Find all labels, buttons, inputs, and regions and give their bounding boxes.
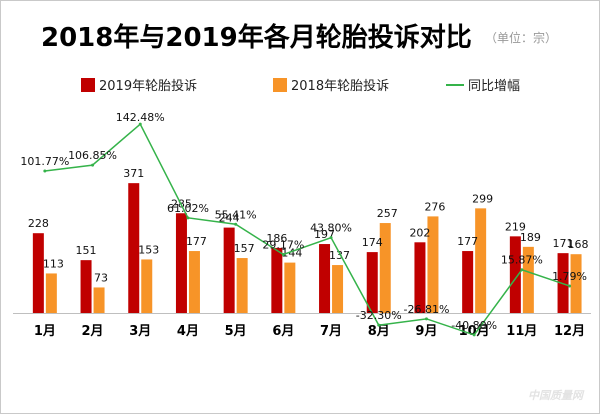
legend-label-2018: 2018年轮胎投诉 [291,79,390,94]
growth-label-7: 43.80% [310,222,352,235]
bar-2018-4 [188,251,200,313]
data-label-2018-8: 257 [377,207,398,220]
growth-label-6: 29.17% [262,238,304,251]
legend-line-growth [446,84,464,86]
x-tick-label-3: 3月 [129,324,151,339]
legend-swatch-2018 [273,78,287,92]
data-label-2019-6: 186 [266,232,287,245]
watermark-logo: 中国质量网 [528,389,583,402]
x-tick-label-11: 11月 [506,324,537,339]
bar-2018-11 [522,246,534,313]
growth-label-11: 15.87% [501,254,543,267]
growth-point-2 [91,163,95,167]
bar-2019-4 [175,213,187,313]
bar-2018-12 [570,254,582,313]
legend-swatch-2019 [81,78,95,92]
bar-2019-3 [128,183,140,313]
bar-2018-7 [332,265,344,313]
data-label-2018-10: 299 [472,192,493,205]
legend-label-2019: 2019年轮胎投诉 [99,79,198,94]
bar-2018-2 [93,287,105,313]
x-tick-label-8: 8月 [368,324,390,339]
data-label-2018-2: 73 [94,271,108,284]
bar-2018-10 [475,208,487,313]
data-label-2018-12: 168 [568,238,589,251]
data-label-2019-12: 171 [553,237,574,250]
data-label-2018-11: 189 [520,231,541,244]
x-tick-label-2: 2月 [82,324,104,339]
legend-label-growth: 同比增幅 [468,79,521,94]
growth-point-6 [281,252,285,256]
x-tick-label-4: 4月 [177,324,199,339]
growth-point-5 [234,222,238,226]
bar-2018-5 [236,258,248,313]
legend-item-2018: 2018年轮胎投诉 [273,75,389,94]
chart-title: 2018年与2019年各月轮胎投诉对比 [41,23,472,53]
growth-point-3 [138,122,142,126]
bar-2018-6 [284,262,296,313]
growth-label-10: -40.80% [451,319,497,332]
growth-line [44,122,570,336]
growth-label-4: 61.02% [167,202,209,215]
data-label-2019-9: 202 [409,226,430,239]
growth-point-4 [186,216,190,220]
x-tick-label-10: 10月 [459,324,490,339]
bar-2019-5 [223,227,235,313]
data-label-2019-1: 228 [28,217,49,230]
data-label-2019-3: 371 [123,167,144,180]
x-tick-label-6: 6月 [272,324,294,339]
data-label-2018-3: 153 [138,243,159,256]
x-tick-label-1: 1月 [34,324,56,339]
x-tick-label-7: 7月 [320,324,342,339]
data-label-2018-5: 157 [234,242,255,255]
growth-point-11 [520,268,524,272]
data-label-2018-1: 113 [43,257,64,270]
growth-label-9: -26.81% [403,303,449,316]
legend-item-2019: 2019年轮胎投诉 [81,75,197,94]
data-label-2018-4: 177 [186,235,207,248]
bar-2019-6 [271,247,283,313]
x-tick-label-9: 9月 [415,324,437,339]
growth-point-7 [329,236,333,240]
data-label-2019-8: 174 [362,236,383,249]
data-label-2018-7: 137 [329,249,350,262]
data-label-2019-5: 244 [219,212,240,225]
growth-point-12 [568,284,572,288]
bar-2019-2 [80,260,92,313]
data-label-2018-9: 276 [424,200,445,213]
growth-point-9 [424,317,428,321]
x-tick-label-5: 5月 [225,324,247,339]
growth-point-1 [43,169,47,173]
bar-2018-9 [427,216,439,313]
bar-2019-9 [414,242,426,313]
bar-2019-8 [366,252,378,313]
bar-2018-8 [379,223,391,313]
growth-point-8 [377,323,381,327]
bar-2018-1 [45,273,57,313]
bar-2019-11 [509,236,521,313]
bar-2019-7 [319,244,331,313]
growth-point-10 [472,333,476,337]
growth-label-2: 106.85% [68,149,117,162]
legend-item-growth: 同比增幅 [446,75,520,94]
growth-label-12: 1.79% [552,270,587,283]
growth-label-3: 142.48% [116,111,165,124]
growth-label-8: -32.30% [356,309,402,322]
bar-2019-10 [462,251,474,313]
data-label-2019-2: 151 [76,244,97,257]
bar-2019-1 [32,233,44,313]
data-label-2019-10: 177 [457,235,478,248]
unit-label: （单位：宗） [485,31,558,45]
growth-label-1: 101.77% [20,155,69,168]
bar-2018-3 [141,259,153,313]
data-label-2019-11: 219 [505,220,526,233]
x-tick-label-12: 12月 [554,324,585,339]
growth-label-5: 55.41% [215,208,257,221]
